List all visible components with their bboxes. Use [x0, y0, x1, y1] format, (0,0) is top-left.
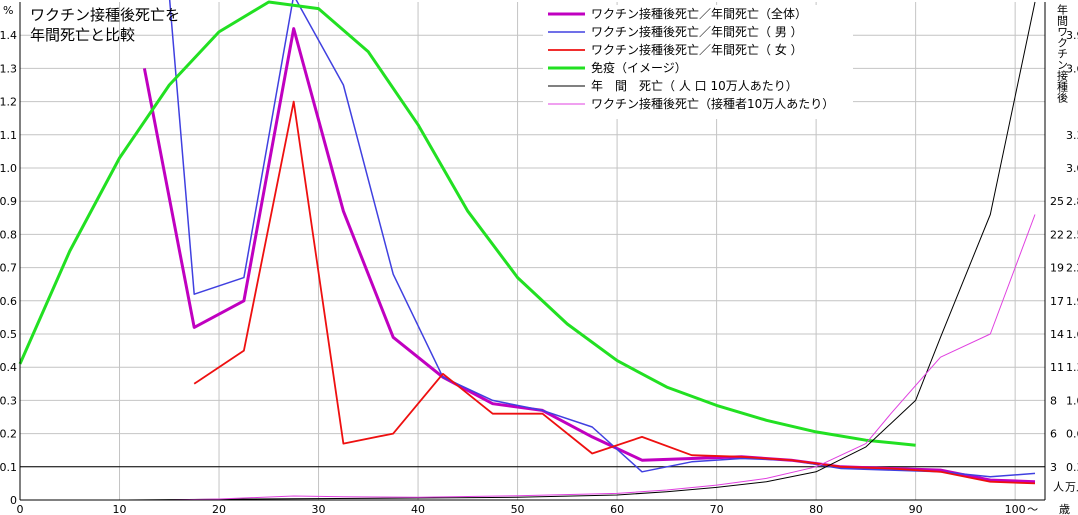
x-tick-2: 20 [212, 503, 226, 515]
x-tick-0: 0 [17, 503, 24, 515]
y-right2-tick-11: 3.6 [1066, 62, 1078, 75]
grid [20, 2, 1045, 500]
legend-label-5: ワクチン接種後死亡（接種者10万人あたり） [591, 96, 834, 111]
chart-title-line-1: ワクチン接種後死亡を [30, 6, 180, 24]
legend-label-3: 免疫（イメージ） [591, 60, 687, 75]
y-right-tick-1: 6 [1050, 428, 1057, 441]
y-left-unit: % [3, 4, 13, 17]
legend-label-2: ワクチン接種後死亡／年間死亡（ 女 ） [591, 42, 803, 57]
y-right2-tick-1: 0.6 [1066, 428, 1078, 441]
y-left-tick-1: 0.1 [0, 461, 17, 474]
x-tick-4: 40 [411, 503, 425, 515]
y-right-tick-8: 25 [1050, 195, 1064, 208]
y-left-tick-5: 0.5 [0, 328, 17, 341]
legend-label-0: ワクチン接種後死亡／年間死亡（全体） [591, 6, 807, 21]
x-tick-3: 30 [312, 503, 326, 515]
y-right2-tick-4: 1.6 [1066, 328, 1078, 341]
x-tick-8: 80 [809, 503, 823, 515]
y-right-tick-4: 14 [1050, 328, 1064, 341]
y-left-tick-6: 0.6 [0, 295, 17, 308]
y-left-tick-10: 1.0 [0, 162, 17, 175]
y-left-tick-11: 1.1 [0, 129, 17, 142]
y-right2-tick-9: 3.0 [1066, 162, 1078, 175]
y-right-unit-1: 人 [1053, 481, 1064, 494]
x-tick-7: 70 [710, 503, 724, 515]
y-right2-tick-2: 1.0 [1066, 394, 1078, 407]
y-right2-tick-5: 1.9 [1066, 295, 1078, 308]
x-tick-1: 10 [113, 503, 127, 515]
series-line-1 [168, 0, 1036, 478]
y-left-tick-4: 0.4 [0, 361, 17, 374]
y-right2-tick-7: 2.5 [1066, 228, 1078, 241]
y-right2-tick-6: 2.2 [1066, 262, 1078, 275]
series-group [18, 0, 1036, 501]
legend-box [543, 5, 853, 119]
chart-title: ワクチン接種後死亡を 年間死亡と比較 [30, 6, 180, 44]
y-left-tick-14: 1.4 [0, 29, 17, 42]
y-right2-tick-3: 1.3 [1066, 361, 1078, 374]
y-right-tick-2: 8 [1050, 394, 1057, 407]
y-left-tick-0: 0 [10, 494, 17, 507]
chart-title-line-2: 年間死亡と比較 [30, 26, 135, 44]
y-right-tick-3: 11 [1050, 361, 1064, 374]
series-line-2 [193, 100, 1036, 485]
y-right-tick-0: 3 [1050, 461, 1057, 474]
x-tick-6: 60 [610, 503, 624, 515]
series-line-4 [20, 1, 1036, 501]
y-left-tick-13: 1.3 [0, 62, 17, 75]
y-left-tick-2: 0.2 [0, 428, 17, 441]
y-right2-tick-10: 3.3 [1066, 129, 1078, 142]
x-tick-suffix: 〜 [1027, 503, 1038, 515]
y-right-unit-2: 万人 [1065, 481, 1078, 494]
series-line-5 [20, 214, 1036, 501]
y-right-tick-7: 22 [1050, 228, 1064, 241]
x-tick-9: 90 [909, 503, 923, 515]
y-right-tick-6: 19 [1050, 262, 1064, 275]
y-left-tick-12: 1.2 [0, 96, 17, 109]
y-right2-tick-8: 2.8 [1066, 195, 1078, 208]
y-left-tick-7: 0.7 [0, 262, 17, 275]
y-right-tick-5: 17 [1050, 295, 1064, 308]
series-line-3 [18, 0, 916, 447]
x-tick-10: 100 [1005, 503, 1026, 515]
y-left-tick-3: 0.3 [0, 394, 17, 407]
legend-label-4: 年 間 死亡（ 人 口 10万人あたり） [591, 79, 798, 93]
y-right-title: 年間ワクチン接種後 [1056, 3, 1069, 103]
y-left-tick-9: 0.9 [0, 195, 17, 208]
x-unit: 歳 [1059, 503, 1070, 515]
legend-label-1: ワクチン接種後死亡／年間死亡（ 男 ） [591, 24, 803, 39]
legend: ワクチン接種後死亡／年間死亡（全体） ワクチン接種後死亡／年間死亡（ 男 ） ワクチ… [543, 5, 853, 119]
y-right2-tick-0: 0.3 [1066, 461, 1078, 474]
y-right2-tick-12: 3.9 [1066, 29, 1078, 42]
y-left-tick-8: 0.8 [0, 228, 17, 241]
x-tick-5: 50 [511, 503, 525, 515]
